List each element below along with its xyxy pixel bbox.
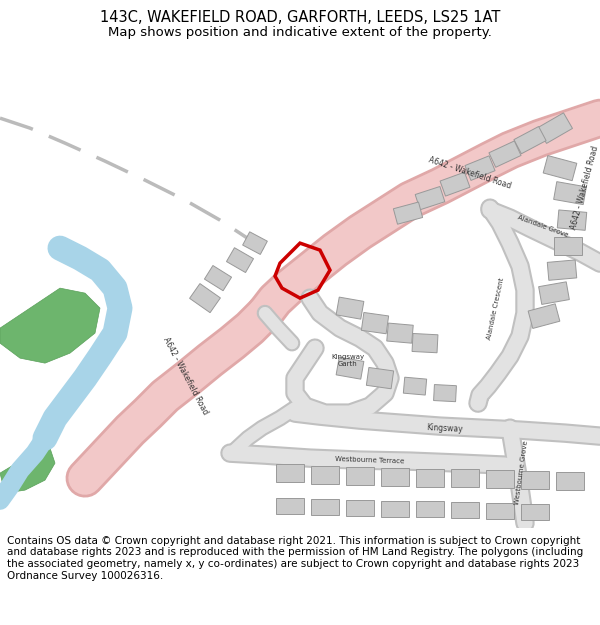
Polygon shape <box>543 156 577 181</box>
Polygon shape <box>514 126 546 154</box>
Polygon shape <box>205 266 232 291</box>
Polygon shape <box>521 471 549 489</box>
Polygon shape <box>381 468 409 486</box>
Text: Westbourne Terrace: Westbourne Terrace <box>335 456 405 464</box>
Polygon shape <box>416 501 444 517</box>
Polygon shape <box>0 288 100 363</box>
Text: Kingsway: Kingsway <box>427 422 463 434</box>
Polygon shape <box>416 469 444 487</box>
Text: Map shows position and indicative extent of the property.: Map shows position and indicative extent… <box>108 26 492 39</box>
Polygon shape <box>521 504 549 520</box>
Polygon shape <box>276 498 304 514</box>
Text: Contains OS data © Crown copyright and database right 2021. This information is : Contains OS data © Crown copyright and d… <box>7 536 583 581</box>
Polygon shape <box>547 260 577 280</box>
Text: 143C, WAKEFIELD ROAD, GARFORTH, LEEDS, LS25 1AT: 143C, WAKEFIELD ROAD, GARFORTH, LEEDS, L… <box>100 11 500 26</box>
Polygon shape <box>557 210 587 230</box>
Polygon shape <box>190 284 220 312</box>
Polygon shape <box>346 467 374 485</box>
Polygon shape <box>403 378 427 395</box>
Polygon shape <box>361 312 389 334</box>
Polygon shape <box>528 304 560 329</box>
Polygon shape <box>440 172 470 196</box>
Polygon shape <box>387 323 413 343</box>
Polygon shape <box>451 469 479 487</box>
Text: A642 - Wakefield Road: A642 - Wakefield Road <box>569 145 600 231</box>
Polygon shape <box>554 237 582 255</box>
Polygon shape <box>539 282 569 304</box>
Polygon shape <box>311 466 339 484</box>
Polygon shape <box>465 156 495 181</box>
Text: Alandale Grove: Alandale Grove <box>517 214 569 238</box>
Polygon shape <box>489 141 521 168</box>
Text: A642 - Wakefield Road: A642 - Wakefield Road <box>428 156 512 191</box>
Text: Westbourne Grove: Westbourne Grove <box>515 441 529 506</box>
Polygon shape <box>242 232 268 254</box>
Text: A642 - Wakefield Road: A642 - Wakefield Road <box>161 336 209 416</box>
Polygon shape <box>538 113 572 143</box>
Polygon shape <box>346 500 374 516</box>
Polygon shape <box>486 470 514 488</box>
Polygon shape <box>556 472 584 490</box>
Polygon shape <box>311 499 339 515</box>
Polygon shape <box>0 448 55 493</box>
Polygon shape <box>434 384 457 402</box>
Polygon shape <box>336 357 364 379</box>
Polygon shape <box>394 202 422 224</box>
Polygon shape <box>451 502 479 518</box>
Polygon shape <box>381 501 409 517</box>
Polygon shape <box>415 186 445 210</box>
Polygon shape <box>226 248 254 272</box>
Polygon shape <box>276 464 304 482</box>
Polygon shape <box>554 182 586 204</box>
Text: Alandale Crescent: Alandale Crescent <box>487 276 506 340</box>
Polygon shape <box>336 297 364 319</box>
Polygon shape <box>486 503 514 519</box>
Text: Kingsway
Garth: Kingsway Garth <box>331 354 365 367</box>
Polygon shape <box>412 334 438 352</box>
Polygon shape <box>367 368 394 389</box>
